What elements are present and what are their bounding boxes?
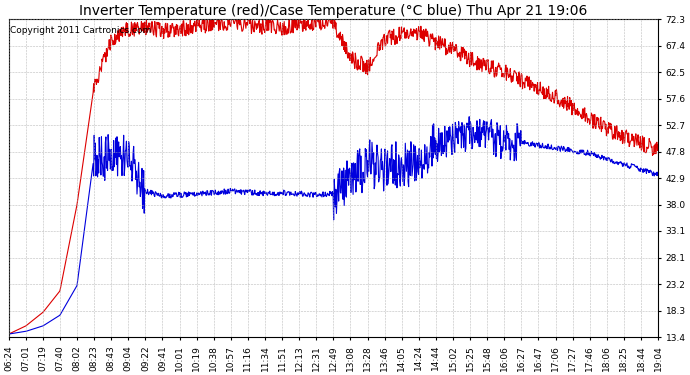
Text: Copyright 2011 Cartronics.com: Copyright 2011 Cartronics.com [10, 26, 151, 35]
Title: Inverter Temperature (red)/Case Temperature (°C blue) Thu Apr 21 19:06: Inverter Temperature (red)/Case Temperat… [79, 4, 588, 18]
